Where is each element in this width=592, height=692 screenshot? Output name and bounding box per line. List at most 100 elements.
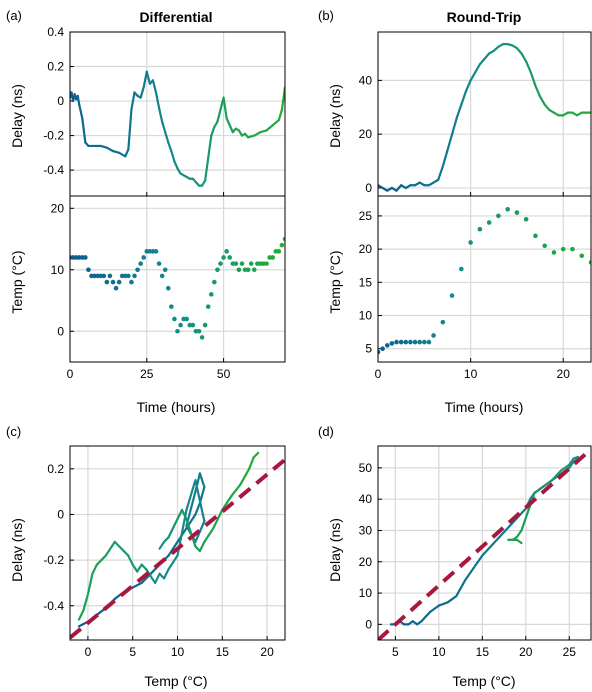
xtick-label: 5 [392,645,399,659]
series-0-segment [131,563,139,573]
ytick-label: 15 [359,275,373,289]
xtick-label: 20 [557,367,571,381]
data-point [431,333,436,338]
ylabel-c: Delay (ns) [9,518,25,582]
series-0-segment [198,472,206,489]
series-0-segment [559,463,571,473]
series-segment [450,116,458,136]
series-segment [164,131,170,144]
series-segment [161,120,167,134]
series-segment [76,94,81,106]
data-point [129,279,134,285]
data-point [83,255,88,260]
data-point [542,243,547,249]
data-point [579,253,585,259]
data-point [533,233,538,239]
series-0-segment [95,554,107,566]
data-point [570,246,575,252]
data-point [276,249,282,254]
data-point [132,273,137,279]
data-point [113,285,119,291]
ylabel-a-temp: Temp (°C) [9,250,25,313]
series-0-segment [516,529,523,538]
series-segment [124,148,130,158]
ytick-label: 0 [365,617,372,631]
panel-letter-d: (d) [318,424,334,439]
data-point [110,279,116,285]
series-1-segment [180,508,188,521]
series-1-segment [239,467,251,486]
series-1-segment [212,508,224,530]
axes-box [377,445,592,641]
data-point [477,226,483,232]
series-segment [478,57,486,66]
series-0-segment [154,572,161,585]
xtick-label: 0 [67,367,74,381]
xtick-label: 10 [432,645,446,659]
series-segment [81,117,87,144]
data-point [199,335,205,340]
series-segment [483,52,491,60]
series-segment [455,103,463,120]
series-segment [543,103,551,112]
series-segment [280,86,285,111]
data-point [384,343,390,348]
data-point [486,220,492,225]
ytick-label: 25 [359,209,373,223]
title-round-trip: Round-Trip [447,9,522,25]
axes-box [69,195,286,363]
xtick-label: 25 [563,645,577,659]
ytick-label: 30 [359,523,373,537]
series-1-segment [176,508,184,521]
series-segment [105,146,115,153]
series-0-segment [568,460,575,470]
series-0-segment [481,545,493,557]
series-0-segment [82,593,90,612]
series-segment [139,86,145,99]
series-segment [253,131,262,137]
data-point [236,267,242,273]
xlabel-b: Time (hours) [445,399,524,415]
panel-letter-b: (b) [318,8,334,23]
series-0-segment [136,563,143,573]
series-segment [222,96,228,120]
axes-box [69,31,286,197]
data-point [496,213,501,219]
series-segment [228,124,234,134]
data-point [224,249,229,254]
data-point [403,339,409,345]
data-point [212,279,217,285]
xtick-label: 10 [464,367,478,381]
data-point [218,261,223,266]
series-0-segment [198,499,206,523]
ytick-label: -0.2 [43,553,64,567]
series-0-segment [104,540,116,557]
series-0-segment [194,501,201,516]
series-segment [210,125,216,137]
ytick-label: 20 [359,555,373,569]
series-segment [151,79,158,94]
plot-area-d [378,447,591,640]
data-point [107,273,113,279]
series-0-segment [167,540,179,557]
series-segment [525,60,532,74]
data-point [104,279,110,285]
axes-box [69,445,286,641]
ytick-label: 0.4 [47,25,64,39]
data-point [505,206,510,212]
series-segment [265,124,274,132]
series-segment [520,52,528,63]
data-point [440,319,446,325]
series-segment [538,95,546,106]
series-segment [395,184,403,192]
data-point [116,279,122,285]
data-point [468,240,473,245]
data-point [221,255,226,260]
series-1-segment [221,495,233,512]
data-point [172,316,177,322]
panel-b-temp: 25 20 15 10 50 10 20 [359,195,592,381]
series-0-segment [463,566,475,582]
series-0-segment [524,504,532,520]
panel-a-delay: 0.4 0.2 0 -0.2 -0.4 [43,25,286,197]
